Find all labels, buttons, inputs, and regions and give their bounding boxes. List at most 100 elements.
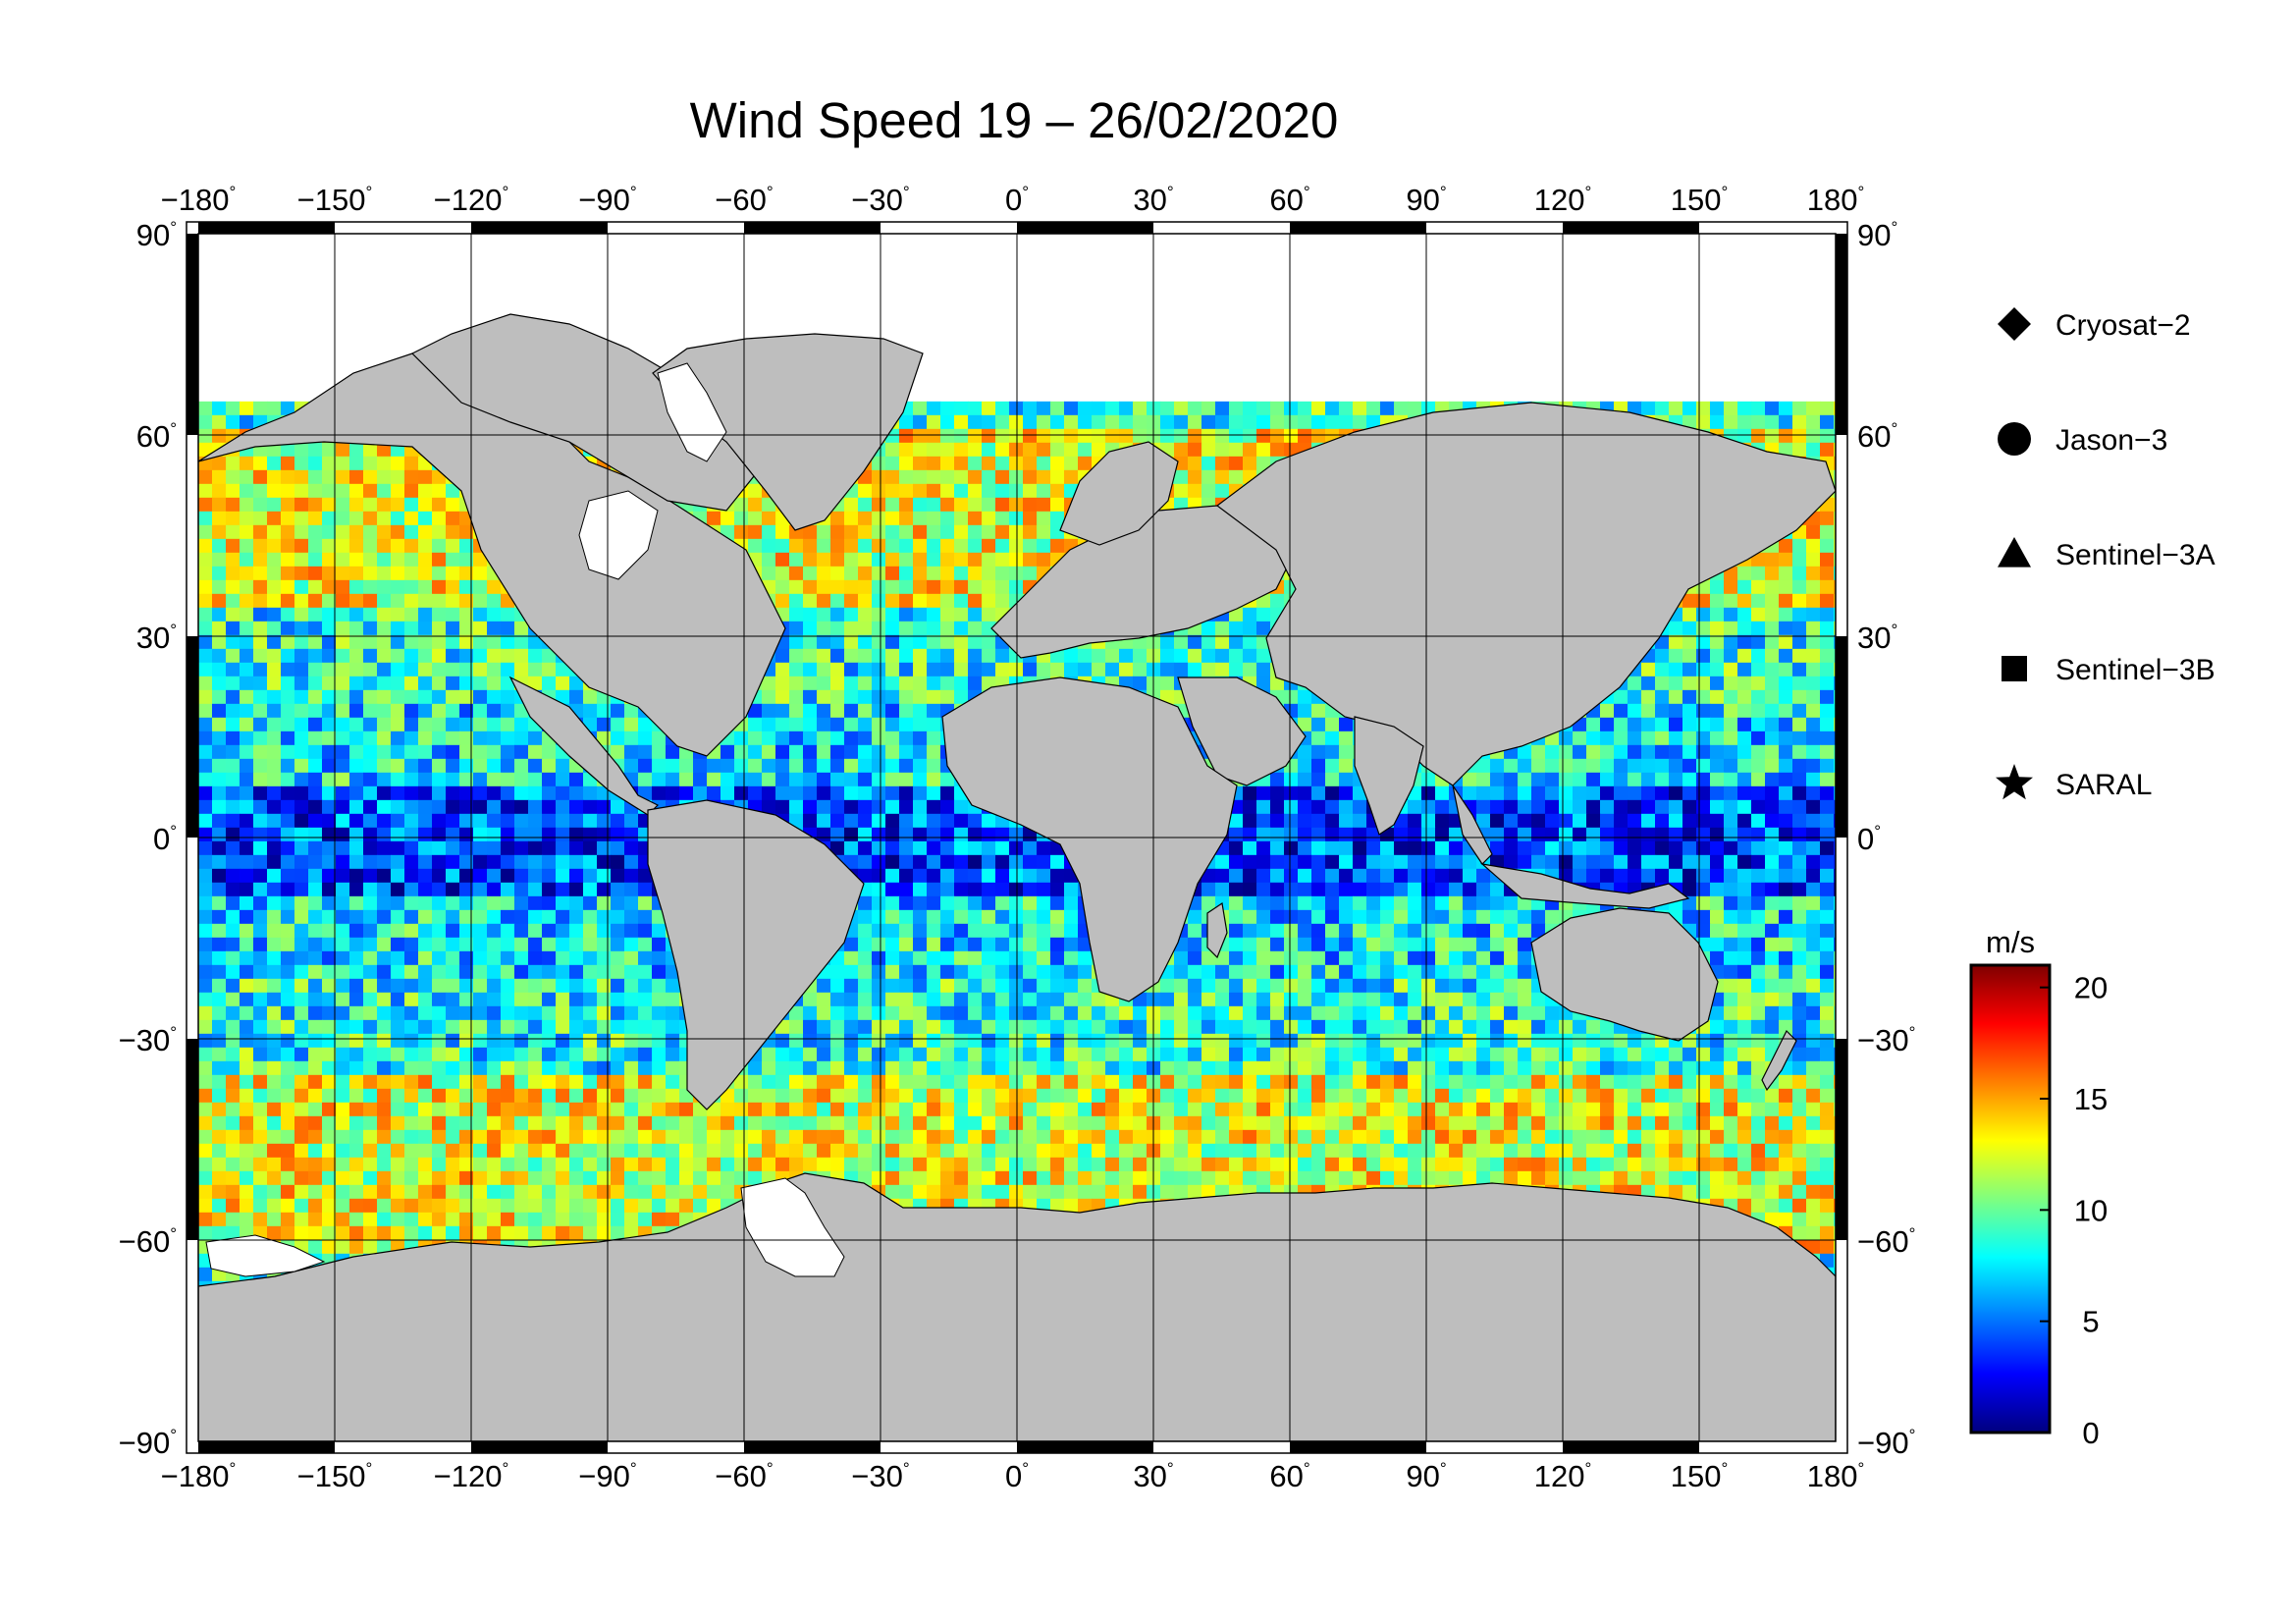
land-indonesia bbox=[1480, 863, 1690, 909]
land-africa bbox=[941, 676, 1238, 1002]
land-greenland bbox=[652, 333, 924, 531]
colorbar-gradient bbox=[1969, 963, 2052, 1434]
land-india bbox=[1354, 716, 1424, 836]
lat-tick-label: −60° bbox=[119, 1224, 177, 1259]
diamond-marker-icon bbox=[1998, 307, 2031, 341]
land-asia bbox=[1216, 402, 1836, 786]
lon-tick-label: 60° bbox=[1269, 183, 1309, 217]
latitude-labels-right: 90° 60° 30° 0° −30° −60° −90° bbox=[1857, 218, 1915, 1460]
frame-segment-bottom bbox=[1017, 1441, 1153, 1453]
frame-segment-top bbox=[198, 222, 335, 234]
chart-title: Wind Speed 19 – 26/02/2020 bbox=[690, 92, 1339, 148]
frame-segment-bottom bbox=[1290, 1441, 1426, 1453]
colorbar-tick-label: 10 bbox=[2074, 1193, 2108, 1227]
frame-segment-top bbox=[744, 222, 881, 234]
lon-tick-label: −90° bbox=[578, 1459, 636, 1493]
lon-tick-label: 180° bbox=[1807, 1459, 1865, 1493]
ice-weddell-shelf bbox=[740, 1177, 845, 1277]
latitude-labels-left: 90° 60° 30° 0° −30° −60° −90° bbox=[119, 218, 177, 1460]
lat-tick-label: 90° bbox=[136, 218, 177, 252]
lon-tick-label: 30° bbox=[1133, 183, 1173, 217]
lat-tick-label: 60° bbox=[1857, 419, 1897, 454]
ice-hudson-bay bbox=[578, 490, 659, 580]
colorbar: m/s 0 5 10 15 20 bbox=[1969, 925, 2108, 1450]
frame-segment-right bbox=[1836, 636, 1847, 838]
lon-tick-label: −180° bbox=[161, 1459, 237, 1493]
lon-tick-label: −150° bbox=[297, 1459, 373, 1493]
lat-tick-label: 90° bbox=[1857, 218, 1897, 252]
legend-label: Jason−3 bbox=[2056, 424, 2167, 457]
circle-marker-icon bbox=[1998, 422, 2031, 456]
legend-label: Sentinel−3B bbox=[2056, 654, 2216, 686]
frame-segment-left bbox=[187, 1039, 198, 1240]
legend-item: Sentinel−3B bbox=[2002, 654, 2216, 686]
square-marker-icon bbox=[2002, 656, 2027, 681]
frame-segment-bottom bbox=[198, 1441, 335, 1453]
colorbar-tick-label: 15 bbox=[2074, 1082, 2108, 1116]
lat-tick-label: −30° bbox=[119, 1023, 177, 1057]
land-southeast-asia bbox=[1452, 784, 1493, 865]
triangle-marker-icon bbox=[1998, 537, 2031, 568]
frame-segment-right bbox=[1836, 1039, 1847, 1240]
lon-tick-label: −90° bbox=[578, 183, 636, 217]
lon-tick-label: 120° bbox=[1534, 183, 1592, 217]
ice-shelves bbox=[205, 362, 845, 1277]
lon-tick-label: 180° bbox=[1807, 183, 1865, 217]
lon-tick-label: 30° bbox=[1133, 1459, 1173, 1493]
land-madagascar bbox=[1206, 901, 1228, 959]
lon-tick-label: −30° bbox=[851, 183, 909, 217]
lon-tick-label: 150° bbox=[1671, 1459, 1729, 1493]
lon-tick-label: −150° bbox=[297, 183, 373, 217]
lon-tick-label: 60° bbox=[1269, 1459, 1309, 1493]
colorbar-tick-label: 5 bbox=[2082, 1305, 2099, 1339]
land-scandinavia bbox=[1059, 441, 1179, 546]
colorbar-tick-label: 20 bbox=[2074, 971, 2108, 1005]
land-arabia bbox=[1177, 676, 1307, 786]
frame-segment-right bbox=[1836, 234, 1847, 435]
lat-tick-label: 0° bbox=[1857, 822, 1881, 856]
lat-tick-label: 30° bbox=[1857, 621, 1897, 655]
lat-tick-label: 60° bbox=[136, 419, 177, 454]
ice-greenland-sea bbox=[657, 362, 727, 462]
lat-tick-label: 30° bbox=[136, 621, 177, 655]
lon-tick-label: 0° bbox=[1005, 1459, 1029, 1493]
legend-label: SARAL bbox=[2056, 769, 2152, 801]
lat-tick-label: 0° bbox=[153, 822, 177, 856]
frame-segment-top bbox=[1290, 222, 1426, 234]
colorbar-tick-label: 0 bbox=[2082, 1416, 2099, 1450]
satellite-legend: Cryosat−2 Jason−3 Sentinel−3A Sentinel−3B SA… bbox=[1996, 307, 2216, 801]
lon-tick-label: 120° bbox=[1534, 1459, 1592, 1493]
lat-tick-label: −30° bbox=[1857, 1023, 1915, 1057]
legend-item: Jason−3 bbox=[1998, 422, 2167, 457]
lon-tick-label: −120° bbox=[434, 183, 509, 217]
longitude-labels-top: −180° −150° −120° −90° −60° −30° 0° 30° 60° 90° 12… bbox=[161, 183, 1865, 217]
lon-tick-label: 0° bbox=[1005, 183, 1029, 217]
frame-segment-left bbox=[187, 234, 198, 435]
lon-tick-label: −120° bbox=[434, 1459, 509, 1493]
longitude-labels-bottom: −180° −150° −120° −90° −60° −30° 0° 30° 60° 90° 12… bbox=[161, 1459, 1865, 1493]
frame-segment-left bbox=[187, 636, 198, 838]
lat-tick-label: −60° bbox=[1857, 1224, 1915, 1259]
frame-segment-top bbox=[1563, 222, 1699, 234]
lon-tick-label: 90° bbox=[1406, 183, 1446, 217]
legend-item: Sentinel−3A bbox=[1998, 537, 2216, 571]
legend-label: Cryosat−2 bbox=[2056, 309, 2191, 342]
lon-tick-label: −30° bbox=[851, 1459, 909, 1493]
legend-item: Cryosat−2 bbox=[1998, 307, 2191, 342]
lat-tick-label: −90° bbox=[1857, 1426, 1915, 1460]
legend-item: SARAL bbox=[1996, 764, 2152, 801]
land-south-america bbox=[647, 799, 865, 1110]
lat-tick-label: −90° bbox=[119, 1426, 177, 1460]
frame-segment-bottom bbox=[1563, 1441, 1699, 1453]
map-frame bbox=[186, 221, 1848, 1454]
star-marker-icon bbox=[1996, 764, 2033, 800]
frame-segment-bottom bbox=[471, 1441, 608, 1453]
lon-tick-label: −60° bbox=[715, 1459, 773, 1493]
lon-tick-label: −60° bbox=[715, 183, 773, 217]
colorbar-unit: m/s bbox=[1986, 925, 2035, 959]
frame-segment-top bbox=[1017, 222, 1153, 234]
map-panel bbox=[186, 221, 1848, 1454]
colorbar-ticks: 0 5 10 15 20 bbox=[2040, 971, 2108, 1450]
frame-segment-top bbox=[471, 222, 608, 234]
